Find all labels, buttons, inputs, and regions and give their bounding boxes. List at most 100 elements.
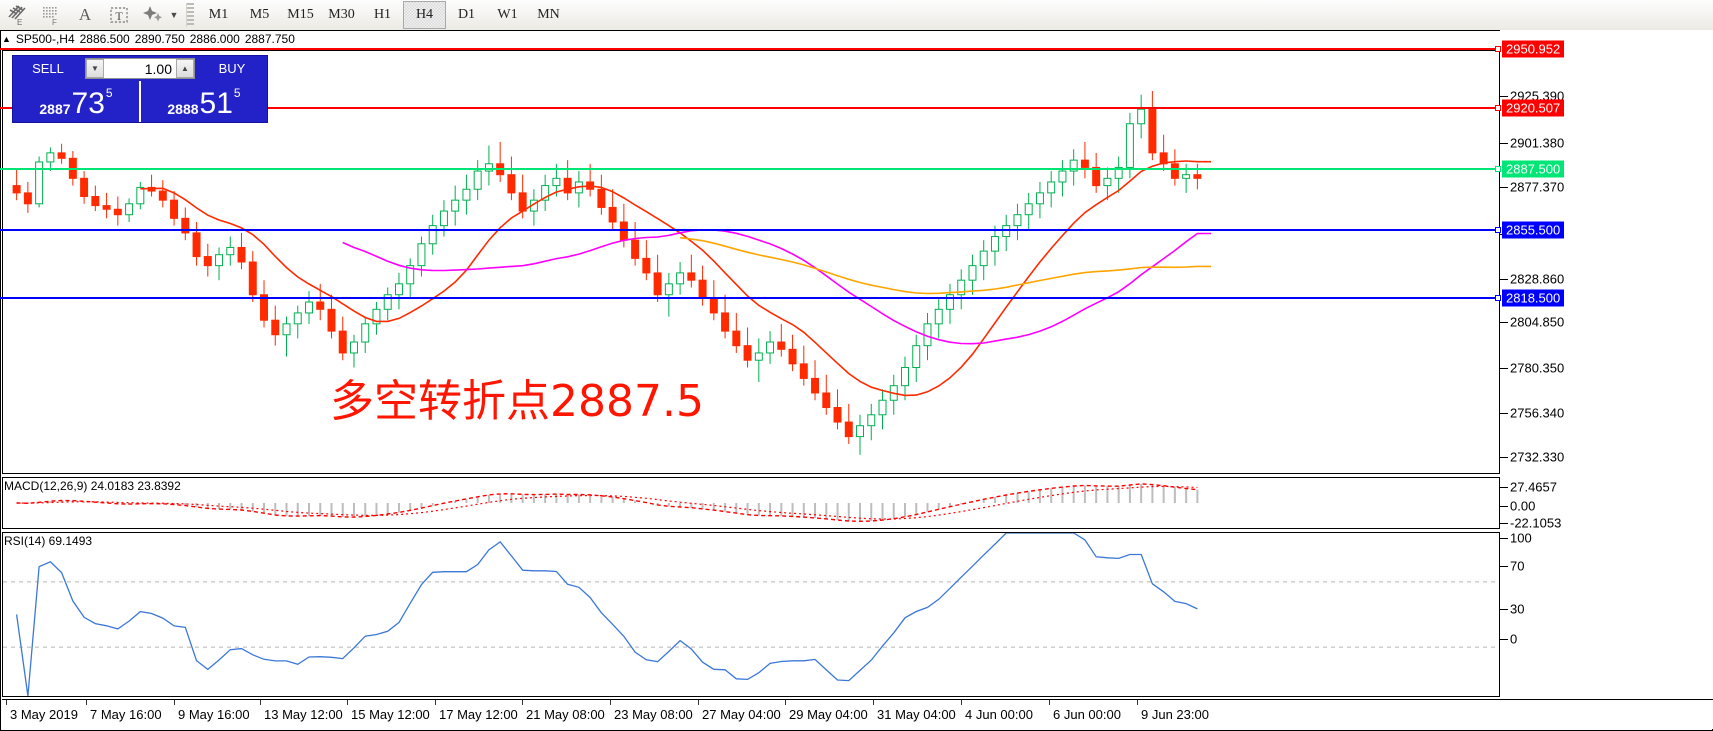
price-level-tag[interactable]: 2855.500 bbox=[1502, 221, 1565, 239]
axis-tick bbox=[1500, 566, 1508, 567]
price-level-handle[interactable] bbox=[1495, 105, 1501, 111]
rsi-indicator-label: RSI(14) 69.1493 bbox=[4, 534, 93, 548]
axis-tick-label: 2780.350 bbox=[1510, 360, 1565, 376]
axis-tick-label: 2901.380 bbox=[1510, 135, 1565, 151]
bid-price[interactable]: 2887 73 5 bbox=[13, 81, 139, 122]
sell-button[interactable]: SELL bbox=[32, 61, 64, 76]
timeframe-h4[interactable]: H4 bbox=[403, 1, 446, 29]
timeframe-d1[interactable]: D1 bbox=[457, 7, 476, 22]
time-axis-label: 15 May 12:00 bbox=[351, 707, 430, 722]
crosshair-grid-icon[interactable]: F bbox=[34, 1, 68, 29]
time-axis-tick bbox=[174, 700, 175, 705]
symbol-name: SP500-,H4 bbox=[15, 32, 75, 46]
text-box-icon[interactable]: T bbox=[102, 1, 136, 29]
time-axis-label: 3 May 2019 bbox=[10, 707, 78, 722]
macd-indicator-label: MACD(12,26,9) 24.0183 23.8392 bbox=[4, 479, 181, 493]
price-level-handle[interactable] bbox=[1495, 295, 1501, 301]
time-axis-label: 9 Jun 23:00 bbox=[1141, 707, 1209, 722]
timeframe-m1[interactable]: M1 bbox=[208, 7, 229, 22]
axis-tick bbox=[1500, 457, 1508, 458]
bid-price-main: 73 bbox=[71, 87, 105, 120]
time-axis-tick bbox=[610, 700, 611, 705]
axis-tick bbox=[1500, 523, 1508, 524]
price-level-handle[interactable] bbox=[1495, 46, 1501, 52]
price-level-handle[interactable] bbox=[1495, 227, 1501, 233]
time-axis-tick bbox=[1049, 700, 1050, 705]
time-axis-label: 29 May 04:00 bbox=[789, 707, 868, 722]
time-axis-label: 21 May 08:00 bbox=[526, 707, 605, 722]
time-axis-label: 13 May 12:00 bbox=[264, 707, 343, 722]
axis-tick bbox=[1500, 322, 1508, 323]
price-level-tag[interactable]: 2887.500 bbox=[1502, 160, 1565, 178]
rsi-pane[interactable] bbox=[2, 532, 1500, 697]
macd-pane[interactable] bbox=[2, 477, 1500, 529]
time-axis-tick bbox=[347, 700, 348, 705]
trade-panel-quotes: 2887 73 5 2888 51 5 bbox=[13, 81, 267, 122]
price-level-line[interactable] bbox=[0, 227, 1501, 233]
svg-text:F: F bbox=[52, 18, 57, 26]
indicators-icon[interactable]: E bbox=[0, 1, 34, 29]
ask-price-main: 51 bbox=[199, 87, 233, 120]
volume-increase-button[interactable]: ▲ bbox=[176, 59, 194, 78]
objects-dropdown-caret-icon[interactable]: ▼ bbox=[169, 10, 179, 20]
time-axis-tick bbox=[6, 700, 7, 705]
price-level-tag[interactable]: 2920.507 bbox=[1502, 99, 1565, 117]
timeframe-m5[interactable]: M5 bbox=[249, 7, 270, 22]
time-scale[interactable]: 3 May 2019 7 May 16:00 9 May 16:00 13 May 1… bbox=[2, 699, 1713, 729]
symbol-info-bar: ▲ SP500-,H4 2886.500 2890.750 2886.000 2… bbox=[2, 32, 295, 46]
axis-tick bbox=[1500, 413, 1508, 414]
axis-tick-label: 30 bbox=[1510, 601, 1525, 617]
time-axis-label: 9 May 16:00 bbox=[178, 707, 250, 722]
time-axis-tick bbox=[522, 700, 523, 705]
ohlc-high: 2890.750 bbox=[134, 32, 185, 46]
timeframe-h1[interactable]: H1 bbox=[373, 7, 392, 22]
volume-input[interactable]: 1.00 bbox=[104, 59, 176, 78]
ask-price-fraction: 5 bbox=[233, 86, 241, 100]
buy-button[interactable]: BUY bbox=[218, 61, 246, 76]
objects-icon[interactable] bbox=[136, 1, 170, 29]
price-level-line[interactable] bbox=[0, 46, 1501, 52]
text-label-icon[interactable]: A bbox=[78, 5, 92, 24]
time-axis-label: 17 May 12:00 bbox=[439, 707, 518, 722]
price-level-tag[interactable]: 2950.952 bbox=[1502, 40, 1565, 58]
time-axis-label: 27 May 04:00 bbox=[702, 707, 781, 722]
price-level-line[interactable] bbox=[0, 166, 1501, 172]
timeframe-m15[interactable]: M15 bbox=[287, 7, 314, 22]
volume-decrease-button[interactable]: ▼ bbox=[86, 59, 104, 78]
time-axis-label: 6 Jun 00:00 bbox=[1053, 707, 1121, 722]
time-axis-tick bbox=[260, 700, 261, 705]
price-level-tag[interactable]: 2818.500 bbox=[1502, 289, 1565, 307]
price-level-handle[interactable] bbox=[1495, 166, 1501, 172]
toolbar-separator bbox=[186, 3, 194, 27]
price-level-line[interactable] bbox=[0, 105, 1501, 111]
svg-text:T: T bbox=[115, 9, 123, 23]
time-axis-tick bbox=[86, 700, 87, 705]
svg-text:E: E bbox=[17, 18, 22, 26]
candlestick-chart bbox=[12, 91, 1211, 455]
main-toolbar: E F A bbox=[0, 0, 1713, 31]
one-click-trading-panel[interactable]: SELL ▼ 1.00 ▲ BUY 2887 73 5 2888 51 5 bbox=[12, 55, 268, 123]
axis-tick bbox=[1500, 96, 1508, 97]
ask-price[interactable]: 2888 51 5 bbox=[139, 81, 267, 122]
time-axis-label: 23 May 08:00 bbox=[614, 707, 693, 722]
rsi-chart bbox=[3, 533, 1499, 696]
bid-price-prefix: 2887 bbox=[39, 101, 71, 117]
chart-annotation-text[interactable]: 多空转折点2887.5 bbox=[330, 376, 704, 427]
time-axis-label: 4 Jun 00:00 bbox=[965, 707, 1033, 722]
collapse-triangle-icon[interactable]: ▲ bbox=[2, 33, 11, 44]
time-axis-tick bbox=[1137, 700, 1138, 705]
timeframe-m30[interactable]: M30 bbox=[328, 7, 355, 22]
time-axis-tick bbox=[435, 700, 436, 705]
price-scale[interactable]: 2925.3902901.3802877.3702852.8702828.860… bbox=[1500, 30, 1713, 699]
axis-tick-label: 0 bbox=[1510, 631, 1518, 647]
axis-tick-label: 2756.340 bbox=[1510, 405, 1565, 421]
axis-tick-label: 70 bbox=[1510, 558, 1525, 574]
price-level-line[interactable] bbox=[0, 295, 1501, 301]
timeframe-w1[interactable]: W1 bbox=[497, 7, 518, 22]
axis-tick bbox=[1500, 143, 1508, 144]
axis-tick-label: 100 bbox=[1510, 530, 1532, 546]
timeframe-mn[interactable]: MN bbox=[537, 7, 560, 22]
axis-tick-label: 2804.850 bbox=[1510, 314, 1565, 330]
volume-stepper[interactable]: ▼ 1.00 ▲ bbox=[85, 58, 195, 79]
